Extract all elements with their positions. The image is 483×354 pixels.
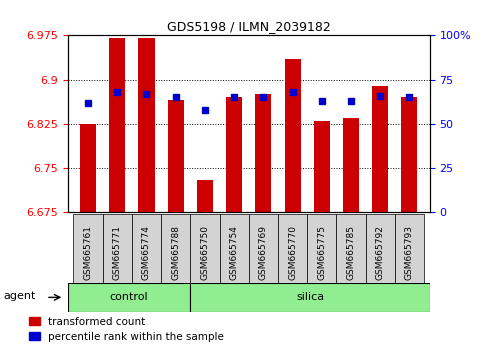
Bar	[366, 214, 395, 285]
Bar	[395, 214, 424, 285]
Text: silica: silica	[296, 292, 324, 302]
Text: GSM665750: GSM665750	[200, 225, 210, 280]
Text: GSM665761: GSM665761	[84, 225, 93, 280]
Text: agent: agent	[3, 291, 36, 301]
Bar	[73, 214, 103, 285]
Bar	[103, 214, 132, 285]
Bar	[132, 214, 161, 285]
Bar	[336, 214, 366, 285]
Text: control: control	[110, 292, 148, 302]
Bar	[284, 59, 300, 212]
Bar	[401, 97, 417, 212]
Bar	[226, 97, 242, 212]
Bar	[80, 124, 96, 212]
Text: GSM665770: GSM665770	[288, 225, 297, 280]
Bar	[197, 180, 213, 212]
Bar	[168, 100, 184, 212]
Text: GSM665775: GSM665775	[317, 225, 327, 280]
Bar	[220, 214, 249, 285]
Bar	[249, 214, 278, 285]
Title: GDS5198 / ILMN_2039182: GDS5198 / ILMN_2039182	[167, 20, 331, 33]
Text: GSM665792: GSM665792	[376, 225, 384, 280]
Bar	[307, 214, 336, 285]
Bar	[109, 38, 125, 212]
Legend: transformed count, percentile rank within the sample: transformed count, percentile rank withi…	[29, 317, 224, 342]
Text: GSM665788: GSM665788	[171, 225, 180, 280]
Text: GSM665793: GSM665793	[405, 225, 414, 280]
Text: GSM665771: GSM665771	[113, 225, 122, 280]
Bar	[314, 121, 330, 212]
Bar	[343, 118, 359, 212]
Bar	[190, 283, 430, 312]
Text: GSM665754: GSM665754	[229, 225, 239, 280]
Bar	[372, 86, 388, 212]
Text: GSM665769: GSM665769	[259, 225, 268, 280]
Bar	[256, 95, 271, 212]
Bar	[68, 283, 190, 312]
Text: GSM665774: GSM665774	[142, 225, 151, 280]
Bar	[139, 38, 155, 212]
Bar	[278, 214, 307, 285]
Text: GSM665785: GSM665785	[346, 225, 355, 280]
Bar	[190, 214, 220, 285]
Bar	[161, 214, 190, 285]
